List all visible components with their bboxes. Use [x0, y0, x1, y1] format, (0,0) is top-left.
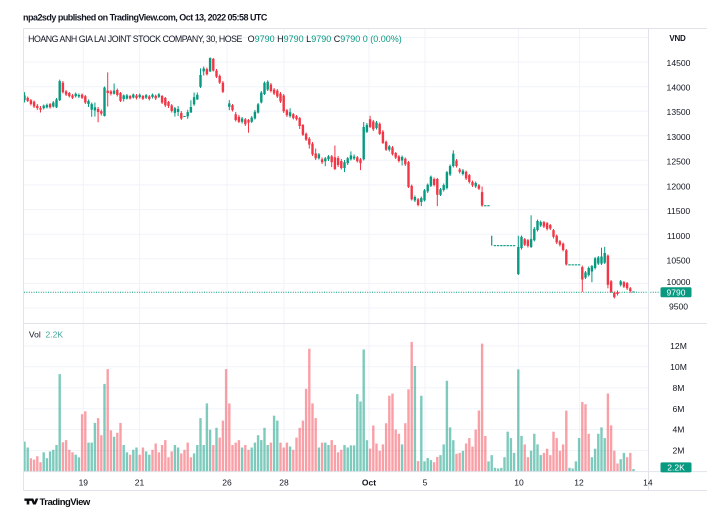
svg-text:5: 5 — [423, 478, 428, 488]
svg-text:11500: 11500 — [667, 206, 690, 216]
svg-text:HOANG ANH GIA LAI JOINT STOCK: HOANG ANH GIA LAI JOINT STOCK COMPANY, 3… — [28, 34, 242, 44]
svg-text:11000: 11000 — [667, 231, 690, 241]
svg-text:21: 21 — [135, 478, 145, 488]
svg-text:9500: 9500 — [669, 302, 688, 312]
svg-text:14000: 14000 — [667, 83, 691, 93]
svg-text:8M: 8M — [673, 383, 685, 393]
svg-text:13000: 13000 — [667, 132, 691, 142]
svg-text:Oct: Oct — [362, 478, 376, 488]
svg-text:O9790 H9790 L9790 C9790 0 (0.0: O9790 H9790 L9790 C9790 0 (0.00%) — [248, 34, 402, 44]
svg-text:VND: VND — [669, 34, 686, 43]
svg-text:2.2K: 2.2K — [667, 463, 685, 473]
svg-text:13500: 13500 — [667, 107, 691, 117]
svg-text:12000: 12000 — [667, 181, 691, 191]
svg-text:10000: 10000 — [667, 277, 691, 287]
svg-text:12M: 12M — [670, 341, 687, 351]
svg-text:19: 19 — [79, 478, 89, 488]
svg-text:10: 10 — [514, 478, 524, 488]
svg-text:12: 12 — [574, 478, 584, 488]
svg-text:26: 26 — [222, 478, 232, 488]
svg-text:2.2K: 2.2K — [46, 329, 64, 339]
svg-text:28: 28 — [279, 478, 289, 488]
svg-text:10M: 10M — [670, 362, 687, 372]
svg-text:npa2sdy published on TradingVi: npa2sdy published on TradingView.com, Oc… — [23, 13, 268, 23]
svg-text:4M: 4M — [673, 425, 685, 435]
svg-text:14: 14 — [643, 478, 653, 488]
svg-text:9790: 9790 — [667, 288, 686, 298]
svg-text:14500: 14500 — [667, 58, 691, 68]
svg-text:2M: 2M — [673, 446, 685, 456]
svg-text:10500: 10500 — [667, 256, 691, 266]
svg-text:12500: 12500 — [667, 157, 691, 167]
svg-text:Vol: Vol — [29, 329, 41, 339]
svg-text:6M: 6M — [673, 404, 685, 414]
svg-text:TradingView: TradingView — [40, 497, 91, 508]
